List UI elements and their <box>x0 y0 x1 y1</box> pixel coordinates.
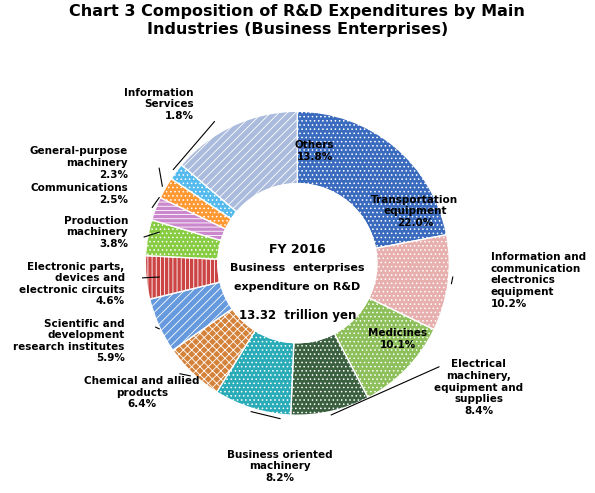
Text: Electronic parts,
devices and
electronic circuits
4.6%: Electronic parts, devices and electronic… <box>19 262 124 306</box>
Text: Business  enterprises: Business enterprises <box>230 263 365 274</box>
Text: Electrical
machinery,
equipment and
supplies
8.4%: Electrical machinery, equipment and supp… <box>434 359 523 416</box>
Text: Communications
2.5%: Communications 2.5% <box>30 183 128 205</box>
Wedge shape <box>291 334 368 415</box>
Wedge shape <box>173 309 255 392</box>
Text: General-purpose
machinery
2.3%: General-purpose machinery 2.3% <box>30 146 128 179</box>
Text: 13.32  trillion yen: 13.32 trillion yen <box>239 309 356 321</box>
Text: Medicines
10.1%: Medicines 10.1% <box>368 328 427 350</box>
Text: Chart 3 Composition of R&D Expenditures by Main
Industries (Business Enterprises: Chart 3 Composition of R&D Expenditures … <box>70 4 525 36</box>
Text: Production
machinery
3.8%: Production machinery 3.8% <box>64 215 128 249</box>
Wedge shape <box>160 178 231 229</box>
Text: Scientific and
development
research institutes
5.9%: Scientific and development research inst… <box>13 318 124 363</box>
Text: Transportation
equipment
22.0%: Transportation equipment 22.0% <box>371 195 458 228</box>
Wedge shape <box>334 298 434 398</box>
Text: expenditure on R&D: expenditure on R&D <box>234 282 361 292</box>
Wedge shape <box>146 220 221 259</box>
Text: Information
Services
1.8%: Information Services 1.8% <box>124 88 194 121</box>
Text: Business oriented
machinery
8.2%: Business oriented machinery 8.2% <box>227 450 333 483</box>
Wedge shape <box>145 255 220 299</box>
Wedge shape <box>152 198 226 241</box>
Wedge shape <box>150 282 232 350</box>
Text: Others
13.8%: Others 13.8% <box>295 140 334 162</box>
Circle shape <box>218 184 377 343</box>
Text: Information and
communication
electronics
equipment
10.2%: Information and communication electronic… <box>491 252 586 309</box>
Wedge shape <box>369 235 449 330</box>
Text: FY 2016: FY 2016 <box>269 243 325 256</box>
Wedge shape <box>298 111 447 248</box>
Text: Chemical and allied
products
6.4%: Chemical and allied products 6.4% <box>84 376 200 409</box>
Wedge shape <box>181 111 298 212</box>
Wedge shape <box>217 331 294 415</box>
Wedge shape <box>171 165 237 219</box>
